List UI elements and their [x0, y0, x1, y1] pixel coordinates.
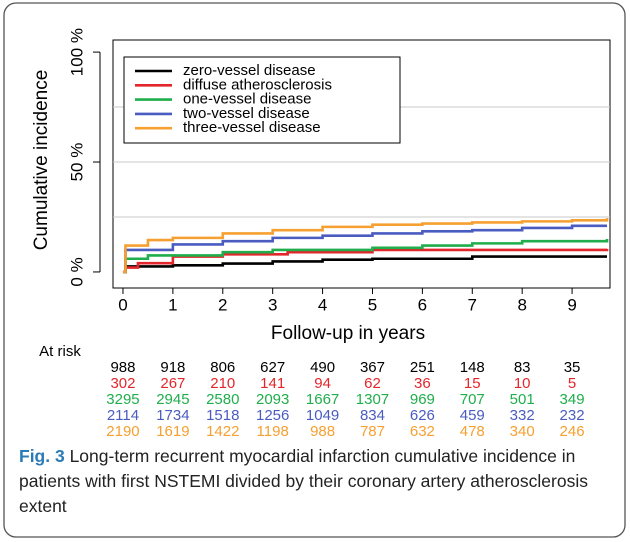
- y-tick-label: 0 %: [67, 257, 86, 286]
- at-risk-value: 1518: [206, 407, 239, 424]
- at-risk-value: 36: [414, 375, 431, 392]
- at-risk-value: 478: [460, 423, 485, 440]
- at-risk-value: 459: [460, 407, 485, 424]
- at-risk-value: 787: [360, 423, 385, 440]
- x-axis-label: Follow-up in years: [271, 323, 425, 344]
- x-tick-label: 1: [168, 295, 177, 314]
- x-tick-label: 4: [318, 295, 327, 314]
- x-tick-label: 6: [418, 295, 427, 314]
- at-risk-value: 969: [410, 391, 435, 408]
- at-risk-value: 626: [410, 407, 435, 424]
- at-risk-value: 302: [110, 375, 135, 392]
- curve: [122, 255, 608, 274]
- curve: [122, 224, 608, 274]
- at-risk-value: 490: [310, 359, 335, 376]
- at-risk-title: At risk: [39, 343, 81, 360]
- x-tick-label: 8: [517, 295, 526, 314]
- at-risk-value: 210: [210, 375, 235, 392]
- at-risk-value: 632: [410, 423, 435, 440]
- at-risk-value: 15: [464, 375, 481, 392]
- legend-label: diffuse atherosclerosis: [183, 76, 332, 93]
- at-risk-value: 340: [510, 423, 535, 440]
- at-risk-value: 2114: [107, 407, 139, 424]
- at-risk-value: 367: [360, 359, 385, 376]
- at-risk-value: 2580: [206, 391, 239, 408]
- legend-label: one-vessel disease: [183, 91, 311, 108]
- at-risk-value: 246: [560, 423, 585, 440]
- at-risk-value: 251: [410, 359, 435, 376]
- at-risk-value: 332: [510, 407, 535, 424]
- at-risk-value: 141: [260, 375, 285, 392]
- y-tick-label: 100 %: [67, 28, 86, 76]
- x-tick-label: 3: [268, 295, 277, 314]
- caption-text: Long-term recurrent myocardial infarctio…: [19, 446, 588, 516]
- at-risk-value: 627: [260, 359, 285, 376]
- at-risk-value: 501: [510, 391, 535, 408]
- legend-label: two-vessel disease: [183, 105, 310, 122]
- at-risk-value: 3295: [106, 391, 139, 408]
- x-tick-label: 5: [368, 295, 377, 314]
- at-risk-value: 2190: [106, 423, 139, 440]
- at-risk-value: 94: [314, 375, 331, 392]
- at-risk-value: 1307: [356, 391, 389, 408]
- frame: [3, 2, 626, 538]
- at-risk-value: 1198: [257, 423, 289, 440]
- at-risk-value: 148: [460, 359, 485, 376]
- curve: [122, 218, 609, 274]
- at-risk-value: 5: [568, 375, 576, 392]
- legend-label: zero-vessel disease: [183, 62, 316, 79]
- x-tick-label: 0: [118, 295, 127, 314]
- x-tick-label: 9: [567, 295, 576, 314]
- at-risk-value: 1422: [206, 423, 239, 440]
- caption: Fig. 3 Long-term recurrent myocardial in…: [19, 444, 609, 519]
- at-risk-value: 349: [560, 391, 585, 408]
- at-risk-value: 35: [564, 359, 581, 376]
- at-risk-value: 83: [514, 359, 531, 376]
- caption-label: Fig. 3: [19, 446, 65, 466]
- at-risk-value: 232: [560, 407, 585, 424]
- at-risk-value: 707: [460, 391, 485, 408]
- at-risk-value: 988: [310, 423, 335, 440]
- curve: [122, 238, 609, 274]
- at-risk-value: 1256: [256, 407, 289, 424]
- at-risk-value: 1049: [306, 407, 339, 424]
- x-tick-label: 7: [468, 295, 477, 314]
- at-risk-value: 267: [160, 375, 185, 392]
- y-axis-label: Cumulative incidence: [31, 70, 52, 251]
- at-risk-value: 834: [360, 407, 385, 424]
- at-risk-value: 1619: [156, 423, 189, 440]
- at-risk-value: 2945: [156, 391, 189, 408]
- at-risk-value: 918: [160, 359, 185, 376]
- at-risk-value: 2093: [256, 391, 289, 408]
- at-risk-value: 988: [110, 359, 135, 376]
- at-risk-value: 10: [514, 375, 531, 392]
- at-risk-value: 1667: [306, 391, 339, 408]
- legend-label: three-vessel disease: [183, 119, 321, 136]
- x-tick-label: 2: [218, 295, 227, 314]
- at-risk-value: 62: [364, 375, 381, 392]
- y-tick-label: 50 %: [67, 143, 86, 182]
- at-risk-value: 1734: [156, 407, 189, 424]
- at-risk-value: 806: [210, 359, 235, 376]
